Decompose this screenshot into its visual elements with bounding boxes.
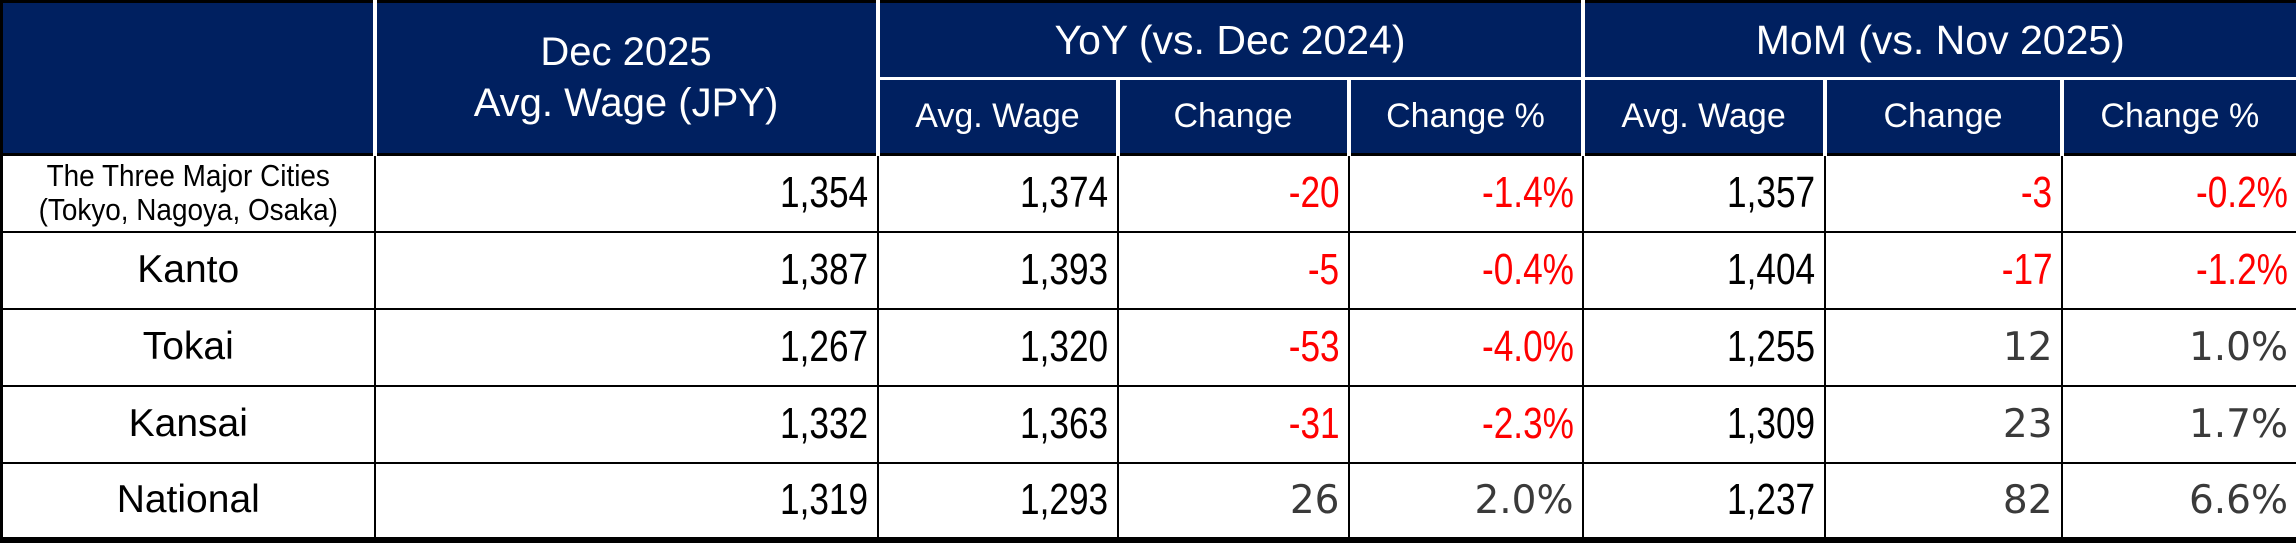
cell-mom-avg-wage: 1,237 bbox=[1582, 462, 1826, 540]
col-header-mom-avg-wage: Avg. Wage bbox=[1582, 78, 1827, 156]
cell-yoy-change-pct: 2.0% bbox=[1348, 462, 1584, 540]
table-row-tokai: Tokai 1,267 1,320 -53 -4.0% 1,255 12 1.0… bbox=[1, 308, 2296, 387]
cell-mom-change-pct: -1.2% bbox=[2061, 231, 2296, 310]
row-label-kanto: Kanto bbox=[1, 231, 376, 310]
cell-yoy-change: -5 bbox=[1117, 231, 1350, 310]
cell-yoy-change-pct: -0.4% bbox=[1348, 231, 1584, 310]
col-header-dec-2025-avg-wage: Dec 2025 Avg. Wage (JPY) bbox=[374, 1, 880, 156]
cell-yoy-change: 26 bbox=[1117, 462, 1350, 540]
col-group-header-yoy: YoY (vs. Dec 2024) bbox=[877, 1, 1585, 80]
dec-header-line2: Avg. Wage (JPY) bbox=[473, 81, 779, 125]
cell-yoy-avg-wage: 1,293 bbox=[877, 462, 1119, 540]
cell-yoy-change: -31 bbox=[1117, 385, 1350, 464]
cell-mom-avg-wage: 1,309 bbox=[1582, 385, 1826, 464]
cell-yoy-change: -20 bbox=[1117, 154, 1350, 233]
cell-mom-avg-wage: 1,255 bbox=[1582, 308, 1826, 387]
cell-mom-change: -17 bbox=[1824, 231, 2063, 310]
cell-mom-change: 12 bbox=[1824, 308, 2063, 387]
col-header-mom-change: Change bbox=[1824, 78, 2064, 156]
dec-header-line1: Dec 2025 bbox=[540, 29, 712, 74]
col-header-yoy-change-pct: Change % bbox=[1348, 78, 1585, 156]
cell-dec-wage: 1,332 bbox=[374, 385, 879, 464]
cell-mom-change-pct: -0.2% bbox=[2061, 154, 2296, 233]
cell-mom-change: 82 bbox=[1824, 462, 2063, 540]
cell-mom-change: 23 bbox=[1824, 385, 2063, 464]
cell-mom-change-pct: 1.7% bbox=[2061, 385, 2296, 464]
cell-mom-avg-wage: 1,404 bbox=[1582, 231, 1826, 310]
row-label-tokai: Tokai bbox=[1, 308, 376, 387]
cell-yoy-change-pct: -4.0% bbox=[1348, 308, 1584, 387]
col-header-yoy-avg-wage: Avg. Wage bbox=[877, 78, 1120, 156]
cell-dec-wage: 1,319 bbox=[374, 462, 879, 540]
corner-blank-cell bbox=[1, 1, 377, 156]
cell-dec-wage: 1,354 bbox=[374, 154, 879, 233]
cell-mom-change-pct: 1.0% bbox=[2061, 308, 2296, 387]
cell-yoy-change-pct: -1.4% bbox=[1348, 154, 1584, 233]
table-row-kansai: Kansai 1,332 1,363 -31 -2.3% 1,309 23 1.… bbox=[1, 385, 2296, 464]
col-group-header-mom: MoM (vs. Nov 2025) bbox=[1582, 1, 2296, 80]
table-row-kanto: Kanto 1,387 1,393 -5 -0.4% 1,404 -17 -1.… bbox=[1, 231, 2296, 310]
cell-yoy-change: -53 bbox=[1117, 308, 1350, 387]
cell-dec-wage: 1,267 bbox=[374, 308, 879, 387]
cell-mom-change-pct: 6.6% bbox=[2061, 462, 2296, 540]
cell-dec-wage: 1,387 bbox=[374, 231, 879, 310]
row-label-national: National bbox=[1, 462, 376, 540]
row-label-line1: The Three Major Cities bbox=[46, 158, 330, 194]
cell-yoy-avg-wage: 1,363 bbox=[877, 385, 1119, 464]
col-header-mom-change-pct: Change % bbox=[2061, 78, 2296, 156]
col-header-yoy-change: Change bbox=[1117, 78, 1351, 156]
row-label-kansai: Kansai bbox=[1, 385, 376, 464]
cell-mom-avg-wage: 1,357 bbox=[1582, 154, 1826, 233]
cell-yoy-avg-wage: 1,374 bbox=[877, 154, 1119, 233]
cell-mom-change: -3 bbox=[1824, 154, 2063, 233]
table-row-national: National 1,319 1,293 26 2.0% 1,237 82 6.… bbox=[1, 462, 2296, 540]
table-row-three-major-cities: The Three Major Cities (Tokyo, Nagoya, O… bbox=[1, 154, 2296, 233]
row-label-line2: (Tokyo, Nagoya, Osaka) bbox=[38, 192, 338, 228]
cell-yoy-change-pct: -2.3% bbox=[1348, 385, 1584, 464]
row-label-three-major-cities: The Three Major Cities (Tokyo, Nagoya, O… bbox=[1, 154, 376, 233]
cell-yoy-avg-wage: 1,320 bbox=[877, 308, 1119, 387]
cell-yoy-avg-wage: 1,393 bbox=[877, 231, 1119, 310]
